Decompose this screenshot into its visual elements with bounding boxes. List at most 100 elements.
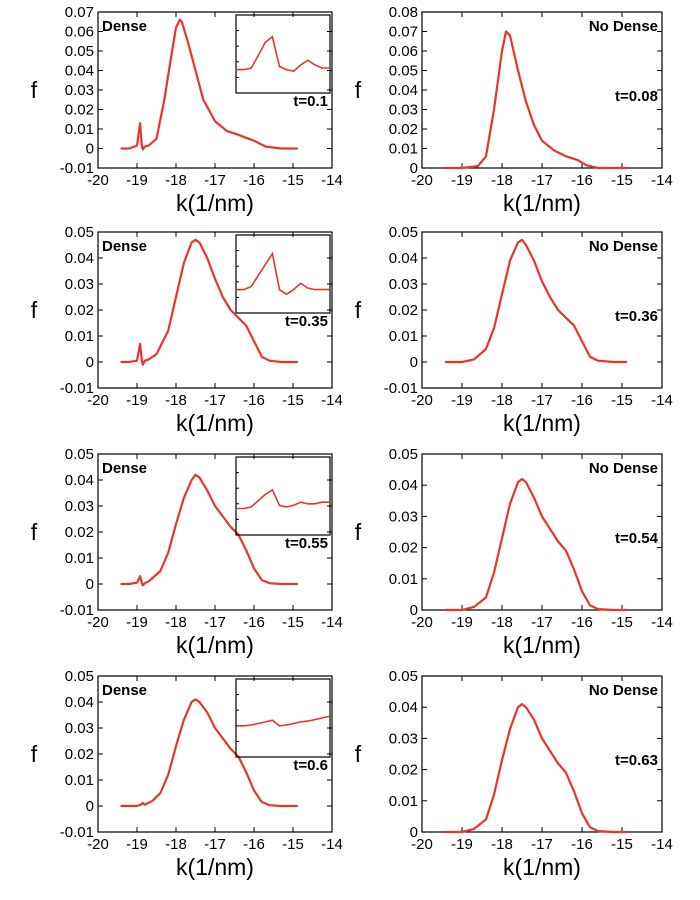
time-label: t=0.08: [615, 88, 658, 105]
x-tick-label: -19: [451, 836, 473, 853]
y-tick-label: 0.08: [389, 4, 418, 21]
y-tick-label: 0.01: [389, 141, 418, 158]
y-tick-label: 0.03: [65, 276, 94, 293]
x-tick-label: -16: [243, 836, 265, 853]
x-tick-label: -14: [651, 836, 673, 853]
x-tick-label: -18: [165, 172, 187, 189]
x-tick-label: -18: [165, 614, 187, 631]
y-tick-label: 0.03: [389, 508, 418, 525]
series-line-f: [120, 238, 298, 366]
inset-line: [237, 35, 329, 73]
y-tick-label: 0.04: [65, 472, 94, 489]
x-tick-label: -16: [243, 392, 265, 409]
y-tick-label: 0: [86, 354, 94, 371]
panel-label: No Dense: [589, 460, 658, 477]
y-tick-label: 0.01: [65, 328, 94, 345]
inset-line: [237, 251, 329, 296]
panel-label: No Dense: [589, 18, 658, 35]
panel-dense-t0.1: -20 -19 -18 -17 -16 -15 -14 -0.01 0 0.01 0.02 0.03 0…: [31, 4, 343, 216]
y-axis-label: f: [31, 77, 38, 103]
x-tick-label: -14: [321, 392, 343, 409]
y-tick-label: 0.02: [65, 524, 94, 541]
x-tick-label: -15: [282, 172, 304, 189]
y-tick-label: -0.01: [384, 380, 418, 397]
y-tick-label: 0.04: [65, 250, 94, 267]
x-tick-label: -16: [571, 836, 593, 853]
x-tick-label: -15: [282, 614, 304, 631]
y-tick-label: 0: [410, 160, 418, 177]
x-axis-label: k(1/nm): [503, 632, 581, 658]
panel-dense-t0.35: -20 -19 -18 -17 -16 -15 -14 -0.01 0 0.01 0.02 0.03 0…: [31, 224, 343, 436]
y-tick-label: 0: [86, 141, 94, 158]
plot-frame: [97, 11, 333, 169]
y-tick-label: 0.02: [389, 762, 418, 779]
plot-frame: [97, 453, 333, 611]
x-tick-label: -18: [491, 392, 513, 409]
y-tick-label: 0.02: [65, 302, 94, 319]
y-tick-label: 0.05: [389, 63, 418, 80]
x-tick-label: -15: [282, 392, 304, 409]
panel-nodense-t0.54: -20 -19 -18 -17 -16 -15 -14 0 0.01 0.02 0.03 0.04 0.…: [355, 446, 673, 658]
y-axis-label: f: [31, 519, 38, 545]
x-tick-label: -14: [321, 172, 343, 189]
series-line-f: [120, 473, 298, 587]
panel-label: Dense: [102, 18, 147, 35]
panel-label: No Dense: [589, 682, 658, 699]
time-label: t=0.36: [615, 308, 658, 325]
x-tick-label: -17: [204, 172, 226, 189]
x-axis-label: k(1/nm): [503, 410, 581, 436]
y-tick-label: 0.06: [389, 43, 418, 60]
x-axis-label: k(1/nm): [176, 854, 254, 880]
x-axis-label: k(1/nm): [503, 190, 581, 216]
panel-dense-t0.55: -20 -19 -18 -17 -16 -15 -14 -0.01 0 0.01 0.02 0.03 0…: [31, 446, 343, 658]
x-tick-label: -20: [87, 392, 109, 409]
x-tick-label: -15: [611, 172, 633, 189]
panel-nodense-t0.63: -20 -19 -18 -17 -16 -15 -14 0 0.01 0.02 0.03 0.04 0.…: [355, 668, 673, 880]
x-tick-label: -17: [531, 172, 553, 189]
y-tick-label: 0.05: [65, 224, 94, 241]
y-tick-label: -0.01: [60, 380, 94, 397]
panel-label: No Dense: [589, 238, 658, 255]
series-line-f: [444, 30, 628, 170]
series-line-f: [120, 698, 298, 808]
x-axis-label: k(1/nm): [176, 190, 254, 216]
y-tick-label: 0.02: [389, 121, 418, 138]
y-axis-label: f: [355, 519, 362, 545]
y-tick-label: 0.01: [389, 571, 418, 588]
x-tick-label: -16: [571, 172, 593, 189]
y-tick-label: 0: [86, 798, 94, 815]
y-tick-label: 0.05: [389, 224, 418, 241]
x-axis-label: k(1/nm): [176, 410, 254, 436]
x-tick-label: -14: [651, 392, 673, 409]
y-axis-label: f: [355, 297, 362, 323]
y-tick-label: 0.01: [389, 328, 418, 345]
time-label: t=0.54: [615, 530, 659, 547]
x-tick-label: -17: [204, 614, 226, 631]
inset-line: [237, 715, 330, 727]
x-tick-label: -14: [321, 614, 343, 631]
y-tick-label: 0.02: [65, 746, 94, 763]
x-tick-label: -16: [571, 614, 593, 631]
x-tick-label: -18: [165, 836, 187, 853]
x-tick-label: -17: [531, 836, 553, 853]
x-tick-label: -15: [611, 392, 633, 409]
x-tick-label: -17: [204, 836, 226, 853]
plot-frame: [97, 675, 333, 833]
x-tick-label: -15: [282, 836, 304, 853]
x-tick-label: -19: [451, 172, 473, 189]
y-tick-label: 0.04: [389, 82, 418, 99]
x-tick-label: -16: [243, 172, 265, 189]
x-tick-label: -20: [87, 614, 109, 631]
x-tick-label: -19: [451, 392, 473, 409]
y-tick-label: 0.01: [65, 550, 94, 567]
time-label: t=0.1: [293, 93, 328, 110]
y-tick-label: 0.03: [65, 82, 94, 99]
y-tick-label: 0.05: [65, 446, 94, 463]
x-tick-label: -20: [411, 172, 433, 189]
y-tick-label: 0.07: [389, 24, 418, 41]
x-tick-label: -19: [126, 172, 148, 189]
y-tick-label: 0.03: [389, 730, 418, 747]
x-tick-label: -14: [651, 172, 673, 189]
y-tick-label: 0: [410, 354, 418, 371]
x-tick-label: -15: [611, 836, 633, 853]
